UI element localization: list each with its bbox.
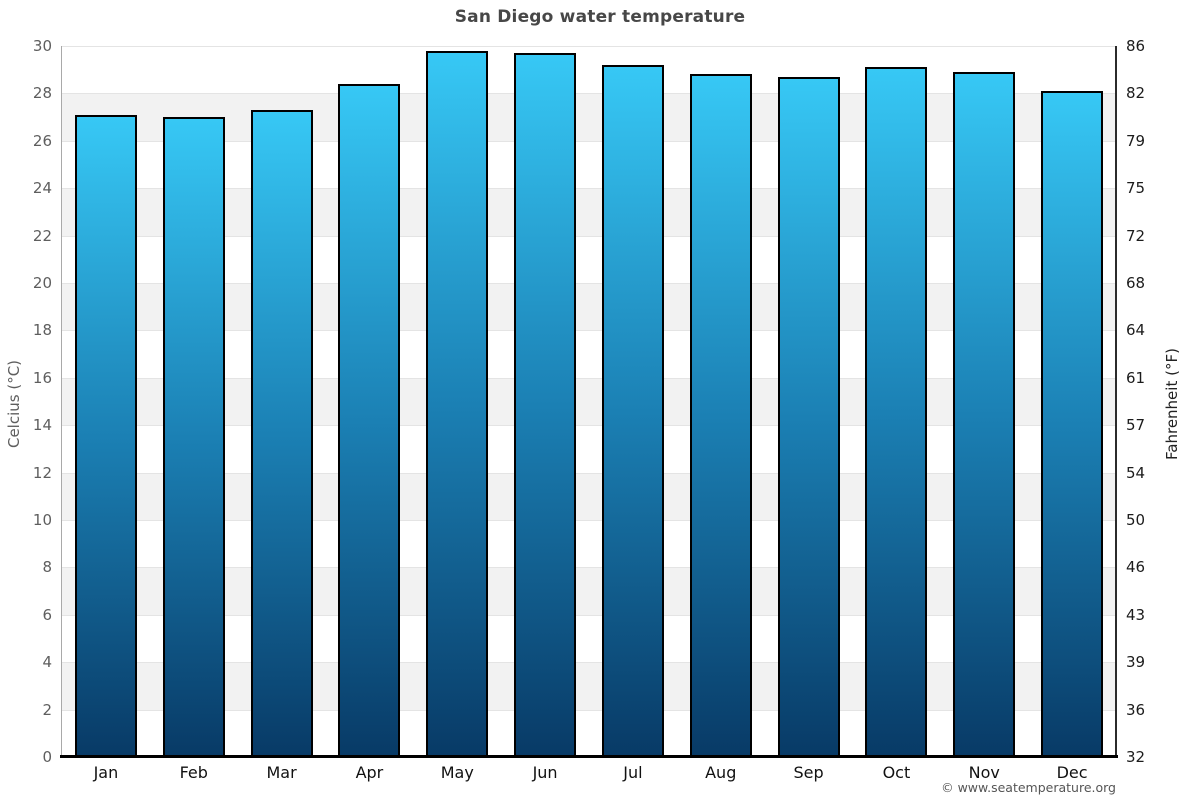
x-tick-aug: Aug <box>705 763 737 782</box>
bar-jan <box>74 114 137 757</box>
y-tick-fahrenheit-72: 72 <box>1126 226 1146 245</box>
plot-band <box>62 188 1116 236</box>
y-tick-fahrenheit-86: 86 <box>1126 37 1146 55</box>
x-tick-apr: Apr <box>355 763 384 782</box>
y-axis-label-celsius: Celcius (°C) <box>5 359 23 449</box>
y-tick-fahrenheit-64: 64 <box>1126 321 1146 340</box>
y-tick-celsius-16: 16 <box>32 368 52 387</box>
y-tick-celsius-6: 6 <box>42 605 52 624</box>
x-tick-sep: Sep <box>793 763 824 782</box>
y-tick-celsius-2: 2 <box>42 700 52 719</box>
bar-jun <box>514 53 577 757</box>
x-tick-dec: Dec <box>1056 763 1088 782</box>
y-axis-label-fahrenheit: Fahrenheit (°F) <box>1163 348 1181 460</box>
x-tick-mar: Mar <box>266 763 297 782</box>
y-tick-fahrenheit-46: 46 <box>1126 558 1146 577</box>
y-tick-fahrenheit-82: 82 <box>1126 84 1146 103</box>
bar-dec <box>1041 91 1104 757</box>
plot-band <box>62 520 1116 568</box>
plot-band <box>62 235 1116 283</box>
plot-area <box>62 46 1116 757</box>
plot-band <box>62 662 1116 710</box>
y-tick-fahrenheit-79: 79 <box>1126 131 1146 150</box>
plot-band <box>62 46 1116 94</box>
copyright-text: © www.seatemperature.org <box>941 780 1116 795</box>
bar-jul <box>601 64 664 757</box>
plot-band <box>62 614 1116 663</box>
bar-nov <box>953 72 1016 757</box>
y-tick-celsius-24: 24 <box>32 179 52 198</box>
y-tick-celsius-20: 20 <box>32 274 52 292</box>
y-tick-fahrenheit-57: 57 <box>1126 416 1146 435</box>
y-tick-celsius-4: 4 <box>42 653 52 672</box>
x-tick-oct: Oct <box>882 763 911 782</box>
y-tick-celsius-12: 12 <box>32 463 52 482</box>
y-tick-celsius-18: 18 <box>32 321 52 340</box>
y-tick-fahrenheit-43: 43 <box>1126 605 1146 624</box>
plot-band <box>62 93 1116 141</box>
y-tick-fahrenheit-36: 36 <box>1126 700 1146 719</box>
x-tick-feb: Feb <box>179 763 208 782</box>
y-tick-celsius-22: 22 <box>32 226 52 245</box>
y-tick-celsius-0: 0 <box>42 748 52 766</box>
y-tick-fahrenheit-75: 75 <box>1126 179 1146 198</box>
x-tick-jan: Jan <box>93 763 119 782</box>
bar-mar <box>250 110 313 757</box>
x-tick-jun: Jun <box>532 763 558 782</box>
plot-band <box>62 330 1116 378</box>
bar-aug <box>689 74 752 757</box>
y-tick-celsius-28: 28 <box>32 84 52 103</box>
y-tick-celsius-14: 14 <box>32 416 52 435</box>
y-tick-celsius-8: 8 <box>42 558 52 577</box>
x-axis-line <box>60 755 1118 758</box>
y-tick-fahrenheit-50: 50 <box>1126 511 1146 529</box>
x-tick-nov: Nov <box>968 763 1000 782</box>
y-tick-celsius-10: 10 <box>32 511 52 529</box>
plot-band <box>62 425 1116 473</box>
y-tick-fahrenheit-32: 32 <box>1126 748 1146 766</box>
bar-may <box>426 50 489 757</box>
bar-sep <box>777 76 840 757</box>
y-tick-celsius-30: 30 <box>32 37 52 55</box>
y-axis-left-line <box>61 46 62 757</box>
chart-title: San Diego water temperature <box>454 7 746 27</box>
y-tick-celsius-26: 26 <box>32 131 52 150</box>
plot-band <box>62 377 1116 426</box>
y-tick-fahrenheit-61: 61 <box>1126 368 1146 387</box>
plot-band <box>62 709 1116 757</box>
plot-band <box>62 140 1116 189</box>
bar-apr <box>338 83 401 757</box>
x-tick-may: May <box>440 763 474 782</box>
bar-oct <box>865 67 928 757</box>
bar-feb <box>162 117 225 757</box>
plot-band <box>62 283 1116 331</box>
y-tick-fahrenheit-68: 68 <box>1126 274 1146 292</box>
plot-band <box>62 567 1116 615</box>
y-tick-fahrenheit-39: 39 <box>1126 653 1146 672</box>
plot-band <box>62 472 1116 520</box>
y-tick-fahrenheit-54: 54 <box>1126 463 1146 482</box>
x-tick-jul: Jul <box>623 763 643 782</box>
y-axis-right-line <box>1115 46 1117 757</box>
